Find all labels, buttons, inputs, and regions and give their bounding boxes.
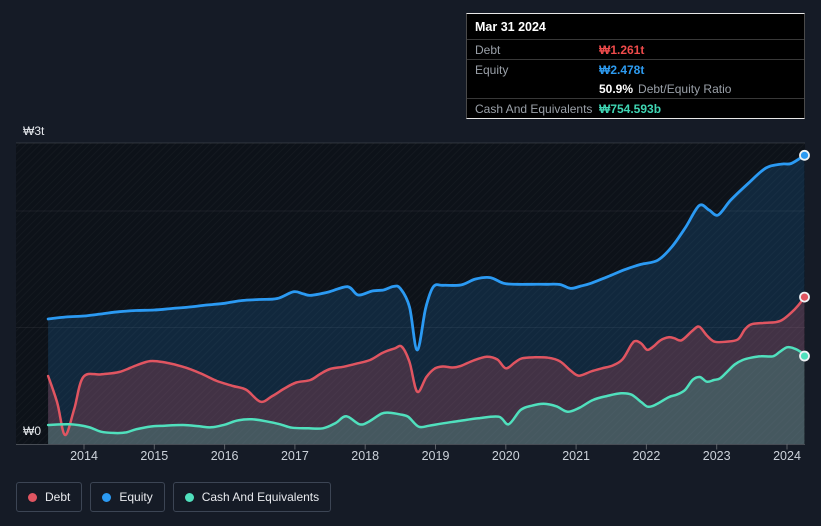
x-tick-label: 2015 <box>140 449 169 463</box>
tooltip-cash-value: ₩754.593b <box>599 101 662 116</box>
equity-end-dot <box>799 149 810 161</box>
tooltip-date: Mar 31 2024 <box>467 14 804 40</box>
x-tick-label: 2024 <box>773 449 801 463</box>
x-tick-label: 2014 <box>70 449 98 463</box>
hover-tooltip: Mar 31 2024 Debt ₩1.261t Equity ₩2.478t … <box>466 13 805 119</box>
legend-label-cash: Cash And Equivalents <box>201 490 320 504</box>
tooltip-debt-value: ₩1.261t <box>599 42 645 57</box>
legend-item-debt[interactable]: Debt <box>16 482 83 512</box>
x-tick-label: 2018 <box>351 449 380 463</box>
tooltip-equity-value: ₩2.478t <box>599 62 645 77</box>
x-tick-label: 2022 <box>632 449 661 463</box>
legend-label-equity: Equity <box>119 490 153 504</box>
legend-item-equity[interactable]: Equity <box>90 482 165 512</box>
tooltip-row-cash: Cash And Equivalents ₩754.593b <box>467 99 804 118</box>
debt-dot-icon <box>28 492 37 502</box>
x-tick-label: 2017 <box>280 449 309 463</box>
x-tick-label: 2016 <box>210 449 239 463</box>
x-tick-label: 2020 <box>491 449 520 463</box>
debt-area <box>48 297 805 444</box>
cash-end-dot <box>799 350 810 362</box>
tooltip-debt-label: Debt <box>475 42 501 57</box>
x-tick-label: 2023 <box>702 449 731 463</box>
tooltip-row-ratio: 50.9% Debt/Equity Ratio <box>467 79 804 99</box>
debt-end-dot <box>799 291 810 303</box>
legend-item-cash[interactable]: Cash And Equivalents <box>172 482 332 512</box>
cash-line <box>46 345 806 435</box>
cash-area <box>48 347 805 444</box>
tooltip-row-equity: Equity ₩2.478t <box>467 60 804 79</box>
plot-texture <box>16 143 805 444</box>
tooltip-row-debt: Debt ₩1.261t <box>467 40 804 60</box>
equity-dot-icon <box>102 492 112 502</box>
tooltip-equity-label: Equity <box>475 62 509 77</box>
legend-label-debt: Debt <box>45 490 71 504</box>
cash-dot-icon <box>184 492 194 502</box>
x-tick-label: 2019 <box>421 449 450 463</box>
x-tick-label: 2021 <box>562 449 590 463</box>
equity-line <box>46 153 806 352</box>
y-axis-label-bottom: ₩0 <box>23 424 41 438</box>
y-axis-label-top: ₩3t <box>23 124 45 138</box>
equity-area <box>48 155 805 445</box>
tooltip-cash-label: Cash And Equivalents <box>475 101 593 116</box>
tooltip-ratio-label: Debt/Equity Ratio <box>638 81 732 96</box>
tooltip-ratio-value: 50.9% <box>599 81 634 96</box>
legend: Debt Equity Cash And Equivalents <box>16 482 332 512</box>
debt-line <box>46 295 806 437</box>
